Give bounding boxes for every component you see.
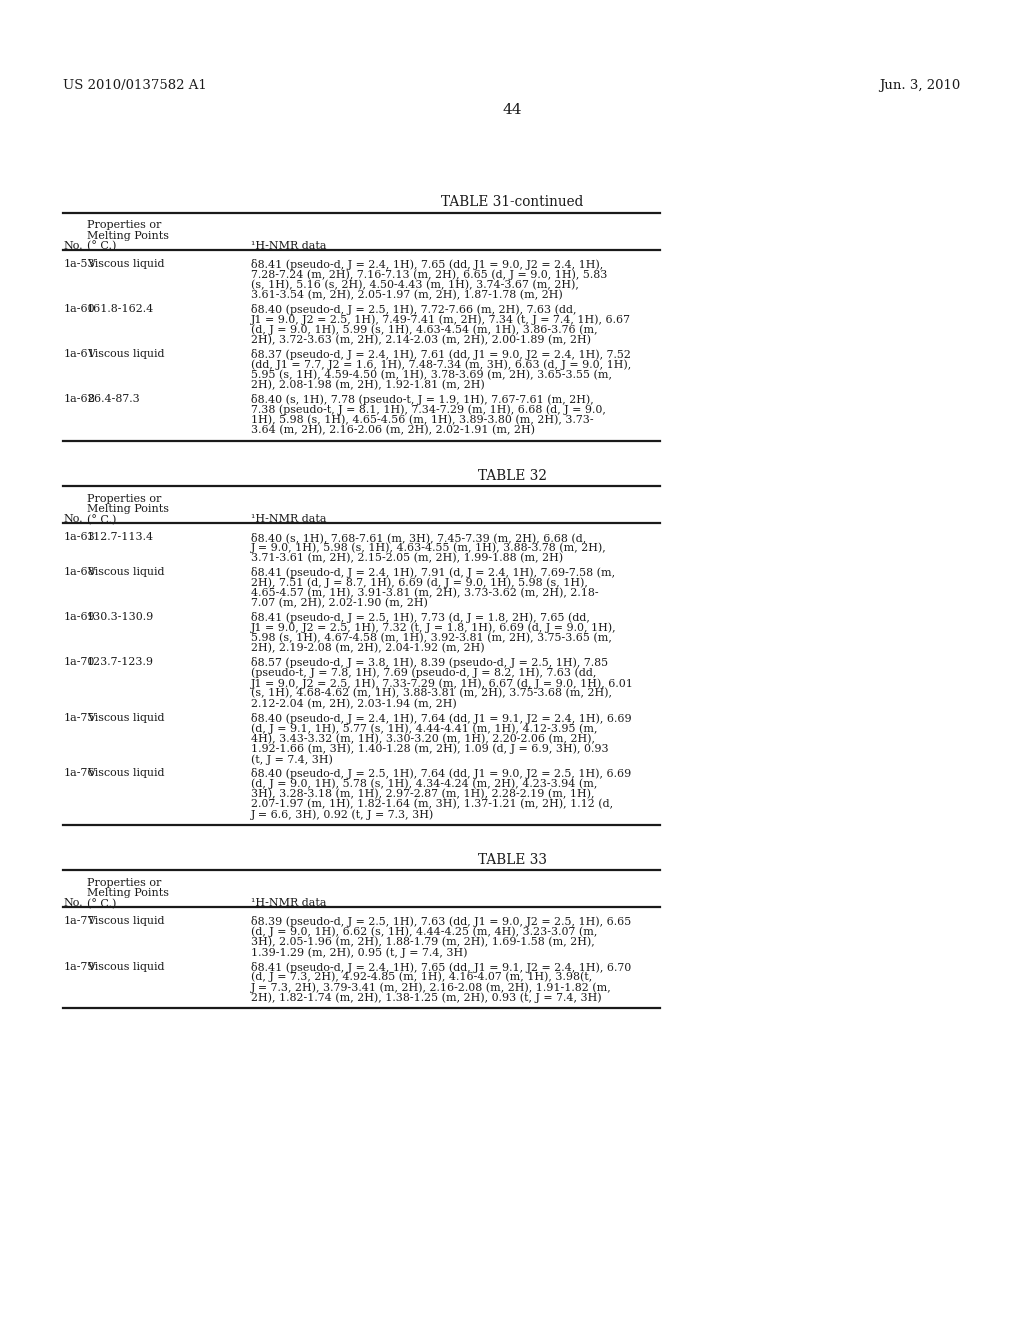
Text: δ8.40 (s, 1H), 7.78 (pseudo-t, J = 1.9, 1H), 7.67-7.61 (m, 2H),: δ8.40 (s, 1H), 7.78 (pseudo-t, J = 1.9, …	[251, 395, 594, 405]
Text: J1 = 9.0, J2 = 2.5, 1H), 7.32 (t, J = 1.8, 1H), 6.69 (d, J = 9.0, 1H),: J1 = 9.0, J2 = 2.5, 1H), 7.32 (t, J = 1.…	[251, 623, 616, 634]
Text: J = 9.0, 1H), 5.98 (s, 1H), 4.63-4.55 (m, 1H), 3.88-3.78 (m, 2H),: J = 9.0, 1H), 5.98 (s, 1H), 4.63-4.55 (m…	[251, 543, 606, 553]
Text: J = 7.3, 2H), 3.79-3.41 (m, 2H), 2.16-2.08 (m, 2H), 1.91-1.82 (m,: J = 7.3, 2H), 3.79-3.41 (m, 2H), 2.16-2.…	[251, 982, 611, 993]
Text: Properties or: Properties or	[87, 878, 162, 888]
Text: δ8.41 (pseudo-d, J = 2.4, 1H), 7.65 (dd, J1 = 9.1, J2 = 2.4, 1H), 6.70: δ8.41 (pseudo-d, J = 2.4, 1H), 7.65 (dd,…	[251, 961, 631, 973]
Text: δ8.39 (pseudo-d, J = 2.5, 1H), 7.63 (dd, J1 = 9.0, J2 = 2.5, 1H), 6.65: δ8.39 (pseudo-d, J = 2.5, 1H), 7.63 (dd,…	[251, 916, 631, 928]
Text: 2H), 2.19-2.08 (m, 2H), 2.04-1.92 (m, 2H): 2H), 2.19-2.08 (m, 2H), 2.04-1.92 (m, 2H…	[251, 643, 484, 653]
Text: (pseudo-t, J = 7.8, 1H), 7.69 (pseudo-d, J = 8.2, 1H), 7.63 (dd,: (pseudo-t, J = 7.8, 1H), 7.69 (pseudo-d,…	[251, 668, 596, 678]
Text: Viscous liquid: Viscous liquid	[87, 259, 165, 269]
Text: 1.39-1.29 (m, 2H), 0.95 (t, J = 7.4, 3H): 1.39-1.29 (m, 2H), 0.95 (t, J = 7.4, 3H)	[251, 948, 467, 958]
Text: 2H), 2.08-1.98 (m, 2H), 1.92-1.81 (m, 2H): 2H), 2.08-1.98 (m, 2H), 1.92-1.81 (m, 2H…	[251, 380, 484, 391]
Text: 112.7-113.4: 112.7-113.4	[87, 532, 155, 543]
Text: 1a-53: 1a-53	[63, 259, 95, 269]
Text: 1H), 5.98 (s, 1H), 4.65-4.56 (m, 1H), 3.89-3.80 (m, 2H), 3.73-: 1H), 5.98 (s, 1H), 4.65-4.56 (m, 1H), 3.…	[251, 414, 594, 425]
Text: 3.64 (m, 2H), 2.16-2.06 (m, 2H), 2.02-1.91 (m, 2H): 3.64 (m, 2H), 2.16-2.06 (m, 2H), 2.02-1.…	[251, 425, 535, 436]
Text: 1a-70: 1a-70	[63, 657, 95, 668]
Text: Viscous liquid: Viscous liquid	[87, 568, 165, 577]
Text: 3.61-3.54 (m, 2H), 2.05-1.97 (m, 2H), 1.87-1.78 (m, 2H): 3.61-3.54 (m, 2H), 2.05-1.97 (m, 2H), 1.…	[251, 290, 562, 300]
Text: (° C.): (° C.)	[87, 242, 117, 252]
Text: (t, J = 7.4, 3H): (t, J = 7.4, 3H)	[251, 754, 333, 764]
Text: 1a-68: 1a-68	[63, 568, 95, 577]
Text: 7.07 (m, 2H), 2.02-1.90 (m, 2H): 7.07 (m, 2H), 2.02-1.90 (m, 2H)	[251, 598, 428, 609]
Text: 1a-69: 1a-69	[63, 612, 95, 622]
Text: δ8.41 (pseudo-d, J = 2.4, 1H), 7.91 (d, J = 2.4, 1H), 7.69-7.58 (m,: δ8.41 (pseudo-d, J = 2.4, 1H), 7.91 (d, …	[251, 568, 615, 578]
Text: Viscous liquid: Viscous liquid	[87, 768, 165, 779]
Text: 1a-75: 1a-75	[63, 713, 95, 723]
Text: US 2010/0137582 A1: US 2010/0137582 A1	[63, 79, 207, 92]
Text: 123.7-123.9: 123.7-123.9	[87, 657, 154, 668]
Text: TABLE 32: TABLE 32	[477, 469, 547, 483]
Text: δ8.40 (pseudo-d, J = 2.4, 1H), 7.64 (dd, J1 = 9.1, J2 = 2.4, 1H), 6.69: δ8.40 (pseudo-d, J = 2.4, 1H), 7.64 (dd,…	[251, 713, 632, 723]
Text: 2.12-2.04 (m, 2H), 2.03-1.94 (m, 2H): 2.12-2.04 (m, 2H), 2.03-1.94 (m, 2H)	[251, 698, 457, 709]
Text: Properties or: Properties or	[87, 220, 162, 231]
Text: (d, J = 9.1, 1H), 5.77 (s, 1H), 4.44-4.41 (m, 1H), 4.12-3.95 (m,: (d, J = 9.1, 1H), 5.77 (s, 1H), 4.44-4.4…	[251, 723, 597, 734]
Text: TABLE 31-continued: TABLE 31-continued	[440, 195, 584, 210]
Text: Jun. 3, 2010: Jun. 3, 2010	[880, 79, 961, 92]
Text: Viscous liquid: Viscous liquid	[87, 350, 165, 359]
Text: 1a-61: 1a-61	[63, 350, 95, 359]
Text: J1 = 9.0, J2 = 2.5, 1H), 7.33-7.29 (m, 1H), 6.67 (d, J = 9.0, 1H), 6.01: J1 = 9.0, J2 = 2.5, 1H), 7.33-7.29 (m, 1…	[251, 678, 634, 689]
Text: δ8.40 (pseudo-d, J = 2.5, 1H), 7.72-7.66 (m, 2H), 7.63 (dd,: δ8.40 (pseudo-d, J = 2.5, 1H), 7.72-7.66…	[251, 304, 577, 315]
Text: δ8.40 (pseudo-d, J = 2.5, 1H), 7.64 (dd, J1 = 9.0, J2 = 2.5, 1H), 6.69: δ8.40 (pseudo-d, J = 2.5, 1H), 7.64 (dd,…	[251, 768, 631, 779]
Text: 4.65-4.57 (m, 1H), 3.91-3.81 (m, 2H), 3.73-3.62 (m, 2H), 2.18-: 4.65-4.57 (m, 1H), 3.91-3.81 (m, 2H), 3.…	[251, 587, 598, 598]
Text: 5.95 (s, 1H), 4.59-4.50 (m, 1H), 3.78-3.69 (m, 2H), 3.65-3.55 (m,: 5.95 (s, 1H), 4.59-4.50 (m, 1H), 3.78-3.…	[251, 370, 612, 380]
Text: (d, J = 9.0, 1H), 5.99 (s, 1H), 4.63-4.54 (m, 1H), 3.86-3.76 (m,: (d, J = 9.0, 1H), 5.99 (s, 1H), 4.63-4.5…	[251, 325, 598, 335]
Text: 1.92-1.66 (m, 3H), 1.40-1.28 (m, 2H), 1.09 (d, J = 6.9, 3H), 0.93: 1.92-1.66 (m, 3H), 1.40-1.28 (m, 2H), 1.…	[251, 743, 608, 754]
Text: ¹H-NMR data: ¹H-NMR data	[251, 242, 327, 251]
Text: 161.8-162.4: 161.8-162.4	[87, 304, 155, 314]
Text: 4H), 3.43-3.32 (m, 1H), 3.30-3.20 (m, 1H), 2.20-2.06 (m, 2H),: 4H), 3.43-3.32 (m, 1H), 3.30-3.20 (m, 1H…	[251, 734, 595, 743]
Text: 1a-62: 1a-62	[63, 395, 95, 404]
Text: TABLE 33: TABLE 33	[477, 853, 547, 867]
Text: 3.71-3.61 (m, 2H), 2.15-2.05 (m, 2H), 1.99-1.88 (m, 2H): 3.71-3.61 (m, 2H), 2.15-2.05 (m, 2H), 1.…	[251, 553, 563, 564]
Text: J1 = 9.0, J2 = 2.5, 1H), 7.49-7.41 (m, 2H), 7.34 (t, J = 7.4, 1H), 6.67: J1 = 9.0, J2 = 2.5, 1H), 7.49-7.41 (m, 2…	[251, 314, 631, 325]
Text: (s, 1H), 4.68-4.62 (m, 1H), 3.88-3.81 (m, 2H), 3.75-3.68 (m, 2H),: (s, 1H), 4.68-4.62 (m, 1H), 3.88-3.81 (m…	[251, 688, 612, 698]
Text: 1a-60: 1a-60	[63, 304, 95, 314]
Text: 1a-79: 1a-79	[63, 961, 95, 972]
Text: (d, J = 7.3, 2H), 4.92-4.85 (m, 1H), 4.16-4.07 (m, 1H), 3.98(t,: (d, J = 7.3, 2H), 4.92-4.85 (m, 1H), 4.1…	[251, 972, 592, 982]
Text: ¹H-NMR data: ¹H-NMR data	[251, 515, 327, 524]
Text: (dd, J1 = 7.7, J2 = 1.6, 1H), 7.48-7.34 (m, 3H), 6.63 (d, J = 9.0, 1H),: (dd, J1 = 7.7, J2 = 1.6, 1H), 7.48-7.34 …	[251, 359, 631, 370]
Text: No.: No.	[63, 515, 83, 524]
Text: 7.38 (pseudo-t, J = 8.1, 1H), 7.34-7.29 (m, 1H), 6.68 (d, J = 9.0,: 7.38 (pseudo-t, J = 8.1, 1H), 7.34-7.29 …	[251, 405, 606, 416]
Text: δ8.41 (pseudo-d, J = 2.4, 1H), 7.65 (dd, J1 = 9.0, J2 = 2.4, 1H),: δ8.41 (pseudo-d, J = 2.4, 1H), 7.65 (dd,…	[251, 259, 603, 271]
Text: Viscous liquid: Viscous liquid	[87, 961, 165, 972]
Text: (° C.): (° C.)	[87, 515, 117, 525]
Text: No.: No.	[63, 899, 83, 908]
Text: Viscous liquid: Viscous liquid	[87, 713, 165, 723]
Text: Viscous liquid: Viscous liquid	[87, 916, 165, 927]
Text: δ8.40 (s, 1H), 7.68-7.61 (m, 3H), 7.45-7.39 (m, 2H), 6.68 (d,: δ8.40 (s, 1H), 7.68-7.61 (m, 3H), 7.45-7…	[251, 532, 586, 543]
Text: δ8.41 (pseudo-d, J = 2.5, 1H), 7.73 (d, J = 1.8, 2H), 7.65 (dd,: δ8.41 (pseudo-d, J = 2.5, 1H), 7.73 (d, …	[251, 612, 590, 623]
Text: 2H), 1.82-1.74 (m, 2H), 1.38-1.25 (m, 2H), 0.93 (t, J = 7.4, 3H): 2H), 1.82-1.74 (m, 2H), 1.38-1.25 (m, 2H…	[251, 993, 601, 1003]
Text: ¹H-NMR data: ¹H-NMR data	[251, 899, 327, 908]
Text: 1a-76: 1a-76	[63, 768, 95, 779]
Text: 44: 44	[502, 103, 522, 117]
Text: 86.4-87.3: 86.4-87.3	[87, 395, 140, 404]
Text: 1a-77: 1a-77	[63, 916, 95, 927]
Text: 2.07-1.97 (m, 1H), 1.82-1.64 (m, 3H), 1.37-1.21 (m, 2H), 1.12 (d,: 2.07-1.97 (m, 1H), 1.82-1.64 (m, 3H), 1.…	[251, 799, 613, 809]
Text: No.: No.	[63, 242, 83, 251]
Text: Melting Points: Melting Points	[87, 888, 169, 898]
Text: 3H), 2.05-1.96 (m, 2H), 1.88-1.79 (m, 2H), 1.69-1.58 (m, 2H),: 3H), 2.05-1.96 (m, 2H), 1.88-1.79 (m, 2H…	[251, 937, 595, 948]
Text: J = 6.6, 3H), 0.92 (t, J = 7.3, 3H): J = 6.6, 3H), 0.92 (t, J = 7.3, 3H)	[251, 809, 434, 820]
Text: (d, J = 9.0, 1H), 6.62 (s, 1H), 4.44-4.25 (m, 4H), 3.23-3.07 (m,: (d, J = 9.0, 1H), 6.62 (s, 1H), 4.44-4.2…	[251, 927, 597, 937]
Text: (d, J = 9.0, 1H), 5.78 (s, 1H), 4.34-4.24 (m, 2H), 4.23-3.94 (m,: (d, J = 9.0, 1H), 5.78 (s, 1H), 4.34-4.2…	[251, 779, 597, 789]
Text: (s, 1H), 5.16 (s, 2H), 4.50-4.43 (m, 1H), 3.74-3.67 (m, 2H),: (s, 1H), 5.16 (s, 2H), 4.50-4.43 (m, 1H)…	[251, 280, 579, 290]
Text: δ8.57 (pseudo-d, J = 3.8, 1H), 8.39 (pseudo-d, J = 2.5, 1H), 7.85: δ8.57 (pseudo-d, J = 3.8, 1H), 8.39 (pse…	[251, 657, 608, 668]
Text: δ8.37 (pseudo-d, J = 2.4, 1H), 7.61 (dd, J1 = 9.0, J2 = 2.4, 1H), 7.52: δ8.37 (pseudo-d, J = 2.4, 1H), 7.61 (dd,…	[251, 350, 631, 360]
Text: Properties or: Properties or	[87, 494, 162, 504]
Text: 130.3-130.9: 130.3-130.9	[87, 612, 155, 622]
Text: 7.28-7.24 (m, 2H), 7.16-7.13 (m, 2H), 6.65 (d, J = 9.0, 1H), 5.83: 7.28-7.24 (m, 2H), 7.16-7.13 (m, 2H), 6.…	[251, 269, 607, 280]
Text: 2H), 7.51 (d, J = 8.7, 1H), 6.69 (d, J = 9.0, 1H), 5.98 (s, 1H),: 2H), 7.51 (d, J = 8.7, 1H), 6.69 (d, J =…	[251, 577, 588, 587]
Text: 5.98 (s, 1H), 4.67-4.58 (m, 1H), 3.92-3.81 (m, 2H), 3.75-3.65 (m,: 5.98 (s, 1H), 4.67-4.58 (m, 1H), 3.92-3.…	[251, 632, 611, 643]
Text: 3H), 3.28-3.18 (m, 1H), 2.97-2.87 (m, 1H), 2.28-2.19 (m, 1H),: 3H), 3.28-3.18 (m, 1H), 2.97-2.87 (m, 1H…	[251, 789, 594, 799]
Text: 2H), 3.72-3.63 (m, 2H), 2.14-2.03 (m, 2H), 2.00-1.89 (m, 2H): 2H), 3.72-3.63 (m, 2H), 2.14-2.03 (m, 2H…	[251, 335, 591, 346]
Text: 1a-63: 1a-63	[63, 532, 95, 543]
Text: (° C.): (° C.)	[87, 899, 117, 909]
Text: Melting Points: Melting Points	[87, 504, 169, 513]
Text: Melting Points: Melting Points	[87, 231, 169, 240]
